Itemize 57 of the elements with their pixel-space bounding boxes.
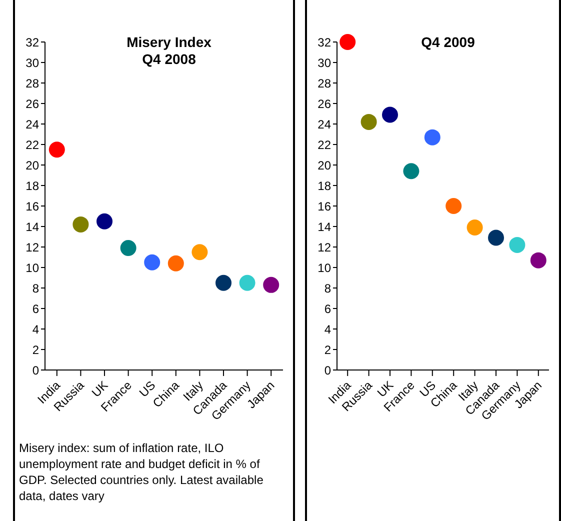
y-tick-label: 18 — [318, 178, 332, 193]
y-tick-label: 30 — [318, 56, 332, 70]
y-tick-label: 12 — [26, 240, 40, 254]
point — [488, 230, 504, 246]
y-tick-label: 10 — [26, 260, 40, 275]
y-tick-label: 30 — [26, 56, 40, 70]
y-tick-label: 32 — [318, 35, 332, 50]
point — [509, 236, 526, 253]
y-tick-label: 26 — [318, 96, 332, 111]
point — [446, 198, 462, 214]
chart-title: Q4 2009 — [420, 34, 476, 51]
point — [168, 255, 184, 272]
y-tick-label: 2 — [32, 342, 40, 357]
y-tick-label: 22 — [318, 138, 332, 152]
y-tick-label: 10 — [318, 260, 332, 275]
point — [239, 274, 256, 291]
y-tick-label: 28 — [26, 76, 40, 90]
point — [96, 213, 112, 230]
y-tick-label: 0 — [324, 363, 332, 378]
point — [192, 244, 208, 260]
point — [360, 114, 377, 130]
point — [382, 106, 398, 123]
point — [403, 163, 420, 180]
y-tick-label: 24 — [318, 117, 332, 132]
y-tick-label: 14 — [26, 220, 40, 234]
point — [144, 254, 160, 270]
y-tick-label: 8 — [32, 281, 40, 296]
y-tick-label: 28 — [318, 76, 332, 90]
y-tick-label: 20 — [26, 158, 40, 172]
y-tick-label: 16 — [26, 199, 40, 214]
point — [530, 252, 546, 268]
point — [216, 274, 232, 291]
y-tick-label: 22 — [26, 138, 40, 152]
point — [48, 142, 65, 158]
point — [466, 220, 483, 236]
y-tick-label: 18 — [26, 178, 40, 193]
y-tick-label: 6 — [32, 302, 40, 316]
text: Misery index: sum of inflation rate, ILO unemployment rate and budget deficit in % of GDP. Selected countries only. Latest available data, dates vary — [19, 440, 264, 504]
y-tick-label: 32 — [26, 35, 40, 50]
y-tick-label: 16 — [318, 199, 332, 214]
y-tick-label: 20 — [318, 158, 332, 172]
point — [263, 276, 280, 293]
y-tick-label: 26 — [26, 96, 40, 111]
y-tick-label: 4 — [32, 322, 40, 336]
y-tick-label: 24 — [26, 117, 40, 132]
y-tick-label: 6 — [324, 302, 332, 316]
chart-title: Misery Index Q4 2008 — [126, 34, 212, 68]
y-tick-label: 2 — [324, 342, 332, 357]
point — [120, 240, 136, 256]
point — [340, 34, 356, 50]
y-tick-label: 4 — [324, 322, 332, 336]
y-tick-label: 8 — [324, 281, 332, 296]
point — [424, 129, 440, 146]
y-tick-label: 0 — [32, 363, 40, 378]
point — [72, 216, 89, 232]
y-tick-label: 12 — [318, 240, 332, 254]
y-tick-label: 14 — [318, 220, 332, 234]
